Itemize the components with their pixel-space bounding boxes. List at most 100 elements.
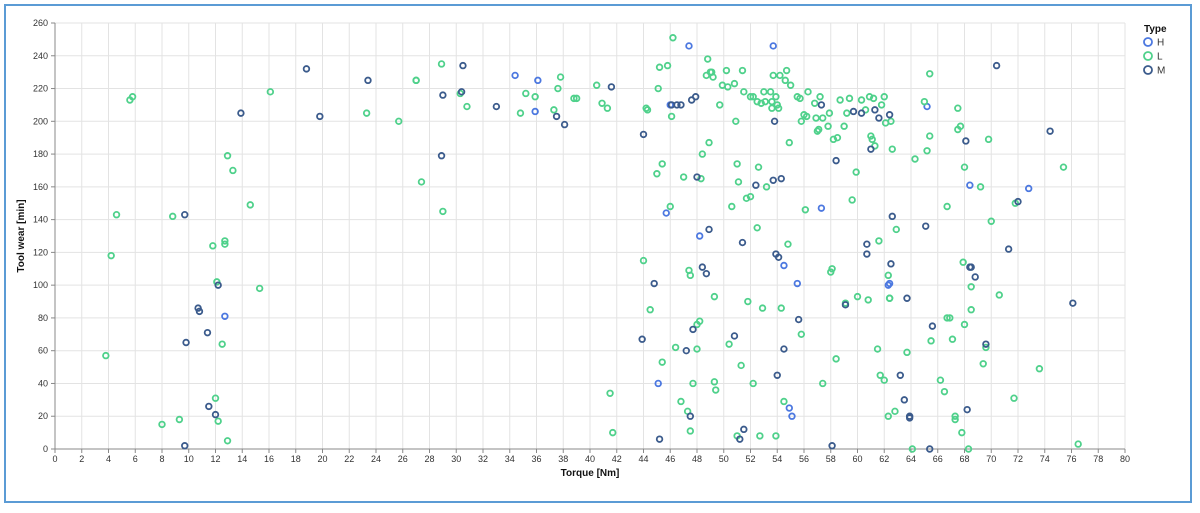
legend-marker-m [1143,65,1153,75]
data-point-l [911,155,919,163]
data-point-h [785,404,793,412]
data-point-l [857,96,866,104]
data-point-l [843,109,851,117]
x-tick-label: 4 [106,454,111,464]
data-point-l [221,237,229,245]
data-point-l [733,160,741,168]
x-tick-label: 28 [424,454,434,464]
y-tick-label: 140 [33,215,48,225]
x-tick-label: 36 [531,454,541,464]
data-point-h [531,107,539,116]
data-point-l [223,437,232,445]
data-point-l [679,173,688,181]
x-tick-label: 2 [79,454,84,464]
data-point-l [940,387,949,396]
data-point-l [876,371,884,379]
legend-marker-l [1143,51,1153,61]
data-point-l [550,106,558,114]
data-point-l [943,202,951,211]
y-axis-title: Tool wear [min] [16,199,27,272]
data-point-l [1074,440,1082,448]
legend-label-l: L [1157,52,1163,63]
data-point-l [686,271,695,280]
data-point-l [833,133,842,142]
data-point-m [967,263,975,271]
data-point-l [772,93,780,101]
data-point-l [758,304,767,312]
data-point-m [698,263,707,271]
legend: Type HLM [1143,24,1167,77]
data-point-l [982,343,990,352]
data-point-l [780,397,788,406]
x-tick-label: 0 [52,454,57,464]
data-point-l [653,170,661,178]
data-point-l [556,73,565,81]
data-point-l [776,71,784,80]
data-point-l [412,76,420,85]
data-point-h [511,71,519,80]
data-point-m [205,402,213,411]
data-point-l [709,73,717,81]
data-point-l [845,94,854,103]
data-point-l [437,60,446,68]
data-point-m [867,145,875,153]
data-point-l [655,63,664,71]
x-tick-label: 32 [478,454,488,464]
data-point-l [877,101,886,109]
data-point-l [218,340,226,348]
data-point-m [316,112,324,121]
data-point-m [1069,299,1077,307]
data-point-l [705,138,713,147]
data-point-m [922,222,930,230]
data-point-m [926,445,934,453]
data-point-l [667,112,676,121]
data-point-m [237,109,245,117]
data-point-m [211,410,220,419]
data-point-m [817,101,826,109]
data-point-m [302,65,311,73]
data-point-l [884,412,892,420]
data-point-l [1010,394,1018,402]
data-point-l [522,89,530,98]
data-point-l [801,206,810,214]
y-tick-label: 120 [33,247,48,257]
data-point-l [976,183,985,191]
data-point-m [896,371,904,379]
x-tick-label: 44 [638,454,648,464]
data-point-l [686,427,695,435]
data-point-l [903,348,911,357]
data-point-l [749,379,757,388]
y-tick-label: 80 [38,313,48,323]
data-point-l [802,112,811,121]
data-point-l [395,117,403,126]
data-point-m [689,325,697,334]
data-point-l [663,61,672,70]
data-point-h [780,261,788,270]
x-tick-label: 38 [558,454,568,464]
data-point-m [682,346,690,355]
data-point-l [417,178,426,186]
data-point-l [221,240,229,248]
data-point-l [816,93,824,101]
data-point-l [768,97,776,106]
data-point-m [777,174,785,183]
data-point-h [966,181,974,189]
data-point-m [774,253,783,261]
data-point-l [214,417,222,425]
y-tick-label: 0 [43,444,48,454]
data-point-l [570,94,578,103]
data-point-l [875,237,883,245]
data-point-m [195,307,204,316]
data-point-l [671,343,680,352]
data-point-l [853,292,862,301]
data-point-l [693,345,701,353]
data-point-l [852,168,860,176]
x-tick-label: 48 [692,454,702,464]
data-point-m [887,260,895,268]
data-point-l [609,428,617,437]
data-point-l [828,265,836,273]
x-tick-label: 42 [612,454,622,464]
x-tick-label: 26 [398,454,408,464]
x-tick-label: 68 [959,454,969,464]
data-point-m [437,152,446,160]
